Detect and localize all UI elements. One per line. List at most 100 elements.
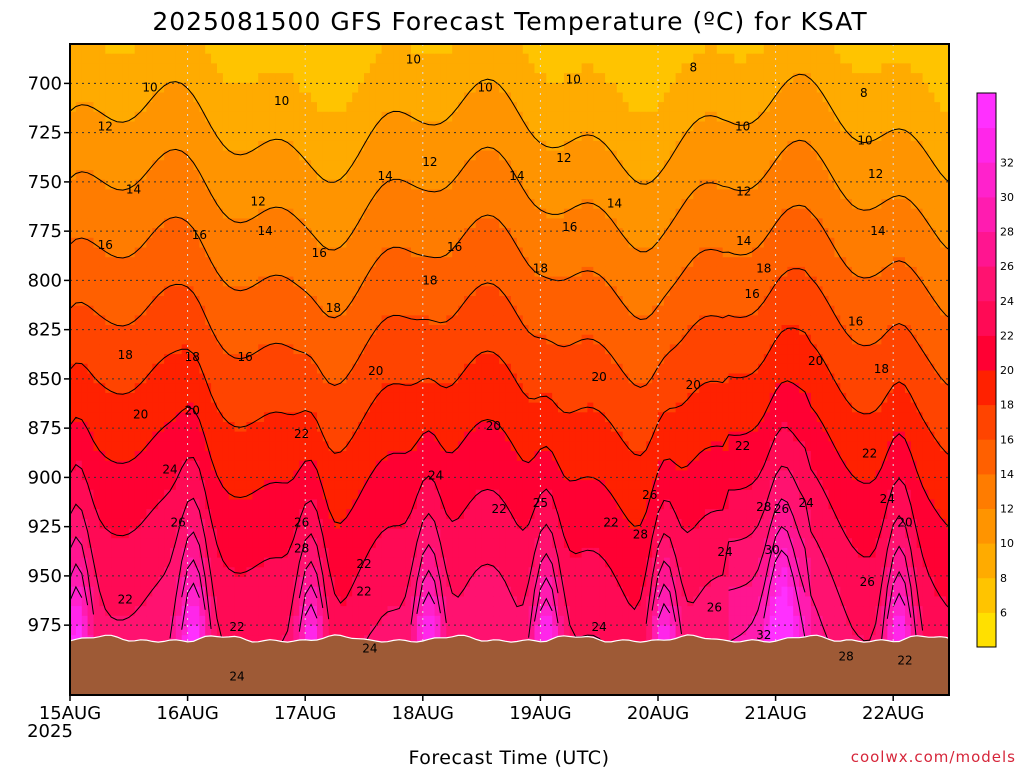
temperature-cell: [281, 189, 289, 200]
temperature-cell: [122, 170, 130, 181]
temperature-cell: [475, 131, 483, 142]
temperature-cell: [405, 257, 412, 268]
temperature-cell: [170, 179, 177, 190]
temperature-cell: [111, 44, 118, 55]
temperature-cell: [481, 344, 489, 355]
temperature-cell: [340, 228, 347, 239]
temperature-cell: [81, 199, 89, 210]
temperature-cell: [475, 121, 483, 132]
temperature-cell: [434, 286, 442, 297]
temperature-cell: [269, 470, 277, 481]
temperature-cell: [240, 150, 247, 161]
temperature-cell: [152, 208, 159, 219]
temperature-cell: [305, 402, 312, 413]
temperature-cell: [416, 111, 424, 123]
temperature-cell: [469, 228, 477, 239]
temperature-cell: [105, 296, 112, 307]
temperature-cell: [181, 228, 189, 239]
temperature-cell: [217, 528, 224, 539]
temperature-cell: [511, 44, 518, 55]
temperature-cell: [299, 480, 306, 491]
temperature-cell: [540, 208, 547, 219]
temperature-cell: [240, 625, 247, 636]
temperature-cell: [499, 596, 506, 607]
temperature-cell: [387, 199, 394, 210]
temperature-cell: [381, 606, 389, 617]
temperature-cell: [440, 499, 447, 510]
temperature-cell: [381, 567, 389, 578]
temperature-cell: [175, 606, 183, 617]
temperature-cell: [81, 567, 89, 578]
temperature-cell: [481, 208, 489, 219]
temperature-cell: [381, 528, 389, 539]
temperature-cell: [399, 567, 406, 578]
temperature-cell: [511, 257, 518, 268]
temperature-cell: [258, 383, 265, 394]
temperature-cell: [475, 625, 483, 636]
temperature-cell: [516, 402, 524, 413]
temperature-cell: [528, 121, 536, 132]
temperature-cell: [175, 528, 183, 539]
temperature-cell: [469, 92, 477, 103]
temperature-cell: [99, 557, 106, 568]
temperature-cell: [228, 334, 236, 345]
temperature-cell: [252, 160, 259, 171]
temperature-cell: [511, 179, 518, 190]
temperature-cell: [217, 344, 224, 355]
temperature-cell: [187, 606, 195, 617]
temperature-cell: [146, 383, 153, 394]
temperature-cell: [481, 441, 489, 452]
temperature-cell: [311, 228, 318, 239]
temperature-cell: [487, 518, 494, 530]
temperature-cell: [311, 441, 318, 452]
temperature-cell: [499, 383, 506, 394]
temperature-cell: [275, 431, 283, 442]
temperature-cell: [528, 63, 536, 74]
temperature-cell: [81, 218, 89, 229]
temperature-cell: [122, 383, 130, 394]
temperature-cell: [411, 615, 418, 627]
temperature-cell: [358, 422, 365, 433]
temperature-cell: [458, 315, 465, 326]
temperature-cell: [334, 305, 342, 316]
temperature-cell: [452, 276, 459, 287]
temperature-cell: [222, 470, 230, 481]
temperature-cell: [487, 63, 494, 74]
temperature-cell: [505, 92, 512, 103]
temperature-cell: [140, 334, 148, 345]
temperature-cell: [381, 635, 389, 646]
temperature-cell: [411, 73, 418, 84]
temperature-cell: [134, 189, 142, 200]
temperature-cell: [493, 63, 500, 74]
temperature-cell: [305, 150, 312, 161]
temperature-cell: [393, 470, 400, 481]
temperature-cell: [452, 470, 459, 481]
temperature-cell: [446, 237, 453, 249]
temperature-cell: [381, 615, 389, 627]
temperature-cell: [299, 53, 306, 64]
temperature-cell: [381, 44, 389, 55]
temperature-cell: [146, 296, 153, 307]
temperature-cell: [122, 140, 130, 152]
temperature-cell: [134, 528, 142, 539]
temperature-cell: [128, 460, 136, 471]
temperature-cell: [293, 160, 300, 171]
temperature-cell: [181, 625, 189, 636]
temperature-cell: [511, 121, 518, 132]
temperature-cell: [252, 460, 259, 471]
temperature-cell: [269, 247, 277, 258]
temperature-cell: [434, 557, 442, 568]
temperature-cell: [317, 296, 324, 307]
temperature-cell: [464, 247, 471, 258]
temperature-cell: [252, 528, 259, 539]
temperature-cell: [428, 509, 436, 520]
temperature-cell: [93, 179, 100, 190]
temperature-cell: [170, 199, 177, 210]
temperature-cell: [293, 412, 300, 423]
temperature-cell: [369, 102, 377, 113]
temperature-cell: [134, 392, 142, 404]
temperature-cell: [322, 111, 330, 123]
temperature-cell: [364, 460, 371, 471]
temperature-cell: [422, 528, 430, 539]
temperature-cell: [146, 140, 153, 152]
